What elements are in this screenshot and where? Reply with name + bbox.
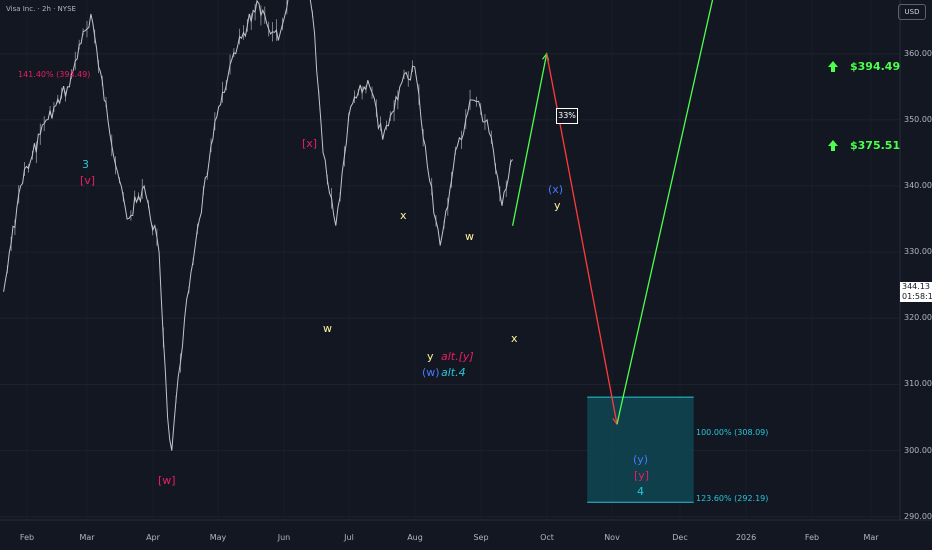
y-tick-label: 350.00 (904, 114, 932, 124)
y-tick-label: 310.00 (904, 379, 932, 389)
probability-box: 33% (556, 108, 578, 124)
y-tick-label: 300.00 (904, 445, 932, 455)
y-tick-label: 330.00 (904, 247, 932, 257)
wave-label: [v] (80, 174, 96, 187)
price-series (3, 0, 513, 451)
target-arrow-icon (828, 140, 838, 146)
wave-label: w (465, 230, 474, 243)
target-label-375: $375.51 (850, 139, 901, 152)
fib-label-141: 141.40% (394.49) (18, 70, 91, 79)
x-tick-label: Feb (804, 533, 820, 542)
wave-label: [x] (302, 137, 318, 150)
fib-label-100: 100.00% (308.09) (696, 428, 769, 437)
price-line (3, 0, 513, 451)
x-tick-label: Apr (146, 533, 160, 542)
last-price-value: 344.13 (902, 282, 930, 291)
target-arrow-stem (831, 67, 835, 72)
wave-label: (x) (548, 183, 564, 196)
wave-label: y (554, 199, 561, 212)
target-label-394: $394.49 (850, 60, 901, 73)
wave-label: (y) (633, 453, 649, 466)
x-tick-label: Nov (604, 533, 620, 542)
wave-label: alt.4 (441, 366, 466, 379)
chart-grid (0, 53, 900, 518)
wave-label: w (323, 322, 332, 335)
target-arrow-icon (828, 61, 838, 67)
x-tick-label: Feb (19, 533, 35, 542)
target-zone (587, 396, 694, 503)
wave-label: 3 (82, 158, 89, 171)
x-tick-label: Mar (863, 533, 879, 542)
wave-label: x (511, 332, 518, 345)
wave-label: [w] (158, 474, 176, 487)
x-tick-label: Mar (79, 533, 95, 542)
wave-label: alt.[y] (441, 350, 474, 363)
wave-label: y (427, 350, 434, 363)
x-tick-label: Jul (344, 533, 354, 542)
x-tick-label: Sep (473, 533, 489, 542)
projection-paths (511, 0, 714, 426)
target-arrow-stem (831, 146, 835, 151)
projection-path (616, 0, 714, 425)
x-tick-label: Dec (672, 533, 688, 542)
wave-label: 4 (637, 485, 644, 498)
fib-label-123: 123.60% (292.19) (696, 494, 769, 503)
currency-button[interactable]: USD (898, 4, 926, 20)
wave-label: x (400, 209, 407, 222)
y-tick-label: 320.00 (904, 313, 932, 323)
wave-label: (w) (422, 366, 440, 379)
last-price-tag: 344.13 01:58:13 (900, 282, 932, 302)
x-tick-label: Oct (540, 533, 554, 542)
projection-path (511, 53, 548, 226)
x-tick-label: Aug (407, 533, 423, 542)
x-tick-label: May (209, 533, 227, 542)
x-tick-label: Jun (277, 533, 291, 542)
target-zone-box (587, 397, 694, 503)
wave-label: [y] (634, 469, 650, 482)
chart-title: Visa Inc. · 2h · NYSE (6, 5, 76, 13)
y-tick-label: 360.00 (904, 48, 932, 58)
y-tick-label: 340.00 (904, 181, 932, 190)
bar-countdown: 01:58:13 (902, 292, 932, 301)
y-tick-label: 290.00 (904, 511, 932, 521)
x-tick-label: 2026 (735, 533, 757, 542)
